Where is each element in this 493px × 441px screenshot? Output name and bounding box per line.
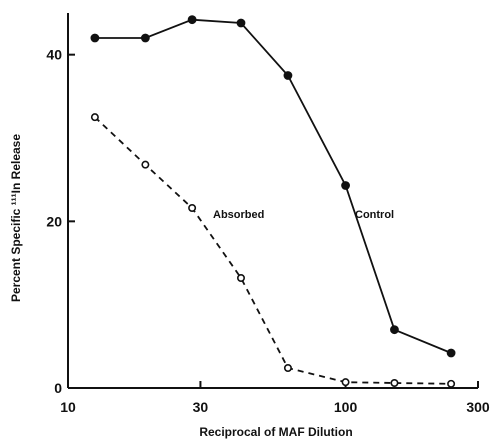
data-point-control	[90, 33, 100, 43]
y-tick-label: 0	[54, 380, 62, 396]
data-point-control	[390, 325, 399, 335]
y-tick-label: 40	[46, 47, 62, 63]
data-point-absorbed	[90, 113, 99, 122]
series-label-absorbed: Absorbed	[213, 209, 264, 221]
data-point-absorbed	[341, 378, 350, 387]
data-point-absorbed	[283, 363, 292, 372]
y-axis: 0 20 40	[46, 13, 75, 396]
series-line-control	[94, 18, 452, 354]
data-point-absorbed	[447, 379, 456, 388]
x-tick-label: 100	[334, 399, 358, 415]
data-point-control	[341, 181, 350, 190]
data-point-absorbed	[188, 204, 197, 213]
data-point-control	[446, 348, 456, 358]
series-label-control: Control	[355, 209, 394, 221]
series-line-absorbed	[94, 116, 452, 385]
x-axis-label: Reciprocal of MAF Dilution	[199, 425, 352, 439]
series-layer	[90, 15, 456, 388]
y-tick-label: 20	[46, 213, 62, 229]
data-point-control	[283, 71, 293, 80]
data-point-control	[236, 18, 246, 28]
series-absorbed	[90, 113, 456, 388]
data-point-control	[140, 33, 150, 43]
y-axis-label: Percent Specific ¹¹¹In Release	[9, 134, 23, 302]
x-tick-label: 10	[60, 399, 76, 415]
data-point-control	[187, 15, 197, 25]
x-tick-label: 300	[466, 399, 490, 415]
data-point-absorbed	[141, 160, 150, 169]
data-point-absorbed	[390, 378, 399, 387]
data-point-absorbed	[236, 273, 245, 282]
x-tick-label: 30	[193, 399, 209, 415]
series-control	[90, 15, 456, 358]
x-axis: 10 30 100 300	[60, 381, 490, 415]
